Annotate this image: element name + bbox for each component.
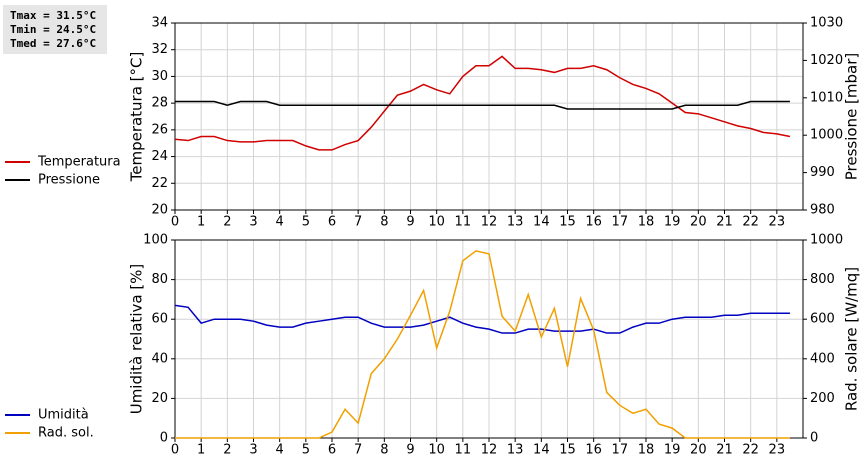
x-tick-label: 4	[276, 443, 284, 458]
x-tick-label: 11	[455, 215, 472, 230]
y-tick-label: 20	[151, 391, 168, 406]
y2-tick-label: 1020	[810, 53, 843, 68]
x-tick-label: 0	[171, 443, 179, 458]
x-tick-label: 22	[742, 443, 759, 458]
x-tick-label: 19	[664, 215, 681, 230]
y2-tick-label: 1010	[810, 90, 843, 105]
data-line	[175, 251, 790, 438]
x-tick-label: 16	[585, 443, 602, 458]
legend-label: Pressione	[38, 173, 100, 188]
x-tick-label: 2	[223, 443, 231, 458]
y2-tick-label: 600	[810, 312, 835, 327]
x-tick-label: 11	[455, 443, 472, 458]
stat: Tmax = 31.5°C	[10, 9, 96, 22]
y-tick-label: 32	[151, 42, 168, 57]
y2-axis-label: Rad. solare [W/mq]	[843, 267, 860, 411]
y2-tick-label: 990	[810, 165, 835, 180]
x-tick-label: 12	[481, 215, 498, 230]
y2-tick-label: 200	[810, 391, 835, 406]
x-tick-label: 13	[507, 443, 524, 458]
x-tick-label: 3	[249, 215, 257, 230]
x-tick-label: 13	[507, 215, 524, 230]
x-tick-label: 17	[612, 443, 629, 458]
y-tick-label: 20	[151, 203, 168, 218]
y-tick-label: 24	[151, 149, 168, 164]
y2-tick-label: 1000	[810, 233, 843, 248]
x-tick-label: 10	[428, 443, 445, 458]
x-tick-label: 8	[380, 215, 388, 230]
x-tick-label: 6	[328, 215, 336, 230]
x-tick-label: 21	[716, 215, 733, 230]
x-tick-label: 4	[276, 215, 284, 230]
x-tick-label: 5	[302, 215, 310, 230]
legend-label: Rad. sol.	[38, 426, 94, 441]
y2-tick-label: 980	[810, 203, 835, 218]
x-tick-label: 18	[638, 215, 655, 230]
x-tick-label: 6	[328, 443, 336, 458]
y-axis-label: Temperatura [°C]	[128, 52, 146, 183]
legend-label: Umidità	[38, 408, 89, 423]
x-tick-label: 23	[769, 215, 786, 230]
y2-tick-label: 400	[810, 351, 835, 366]
legend-label: Temperatura	[37, 155, 121, 170]
y2-tick-label: 1030	[810, 16, 843, 31]
x-tick-label: 2	[223, 215, 231, 230]
stat: Tmin = 24.5°C	[10, 23, 96, 36]
x-tick-label: 8	[380, 443, 388, 458]
y-tick-label: 30	[151, 69, 168, 84]
stat: Tmed = 27.6°C	[10, 37, 96, 50]
x-tick-label: 10	[428, 215, 445, 230]
x-tick-label: 23	[769, 443, 786, 458]
y2-axis-label: Pressione [mbar]	[843, 53, 860, 181]
x-tick-label: 16	[585, 215, 602, 230]
y2-tick-label: 1000	[810, 128, 843, 143]
x-tick-label: 7	[354, 443, 362, 458]
x-tick-label: 9	[406, 443, 414, 458]
x-tick-label: 5	[302, 443, 310, 458]
x-tick-label: 18	[638, 443, 655, 458]
x-tick-label: 14	[533, 215, 550, 230]
x-tick-label: 21	[716, 443, 733, 458]
y-tick-label: 40	[151, 351, 168, 366]
y-tick-label: 60	[151, 312, 168, 327]
y2-tick-label: 800	[810, 272, 835, 287]
x-tick-label: 1	[197, 215, 205, 230]
x-tick-label: 0	[171, 215, 179, 230]
y-tick-label: 28	[151, 96, 168, 111]
y-tick-label: 26	[151, 122, 168, 137]
x-tick-label: 15	[559, 215, 576, 230]
y-tick-label: 100	[143, 233, 168, 248]
x-tick-label: 14	[533, 443, 550, 458]
x-tick-label: 20	[690, 443, 707, 458]
x-tick-label: 15	[559, 443, 576, 458]
x-tick-label: 12	[481, 443, 498, 458]
y2-tick-label: 0	[810, 431, 818, 446]
x-tick-label: 22	[742, 215, 759, 230]
x-tick-label: 7	[354, 215, 362, 230]
y-tick-label: 34	[151, 16, 168, 31]
x-tick-label: 20	[690, 215, 707, 230]
y-tick-label: 22	[151, 176, 168, 191]
y-tick-label: 0	[160, 431, 168, 446]
x-tick-label: 19	[664, 443, 681, 458]
x-tick-label: 1	[197, 443, 205, 458]
y-axis-label: Umidità relativa [%]	[128, 264, 146, 415]
x-tick-label: 17	[612, 215, 629, 230]
x-tick-label: 3	[249, 443, 257, 458]
y-tick-label: 80	[151, 272, 168, 287]
x-tick-label: 9	[406, 215, 414, 230]
